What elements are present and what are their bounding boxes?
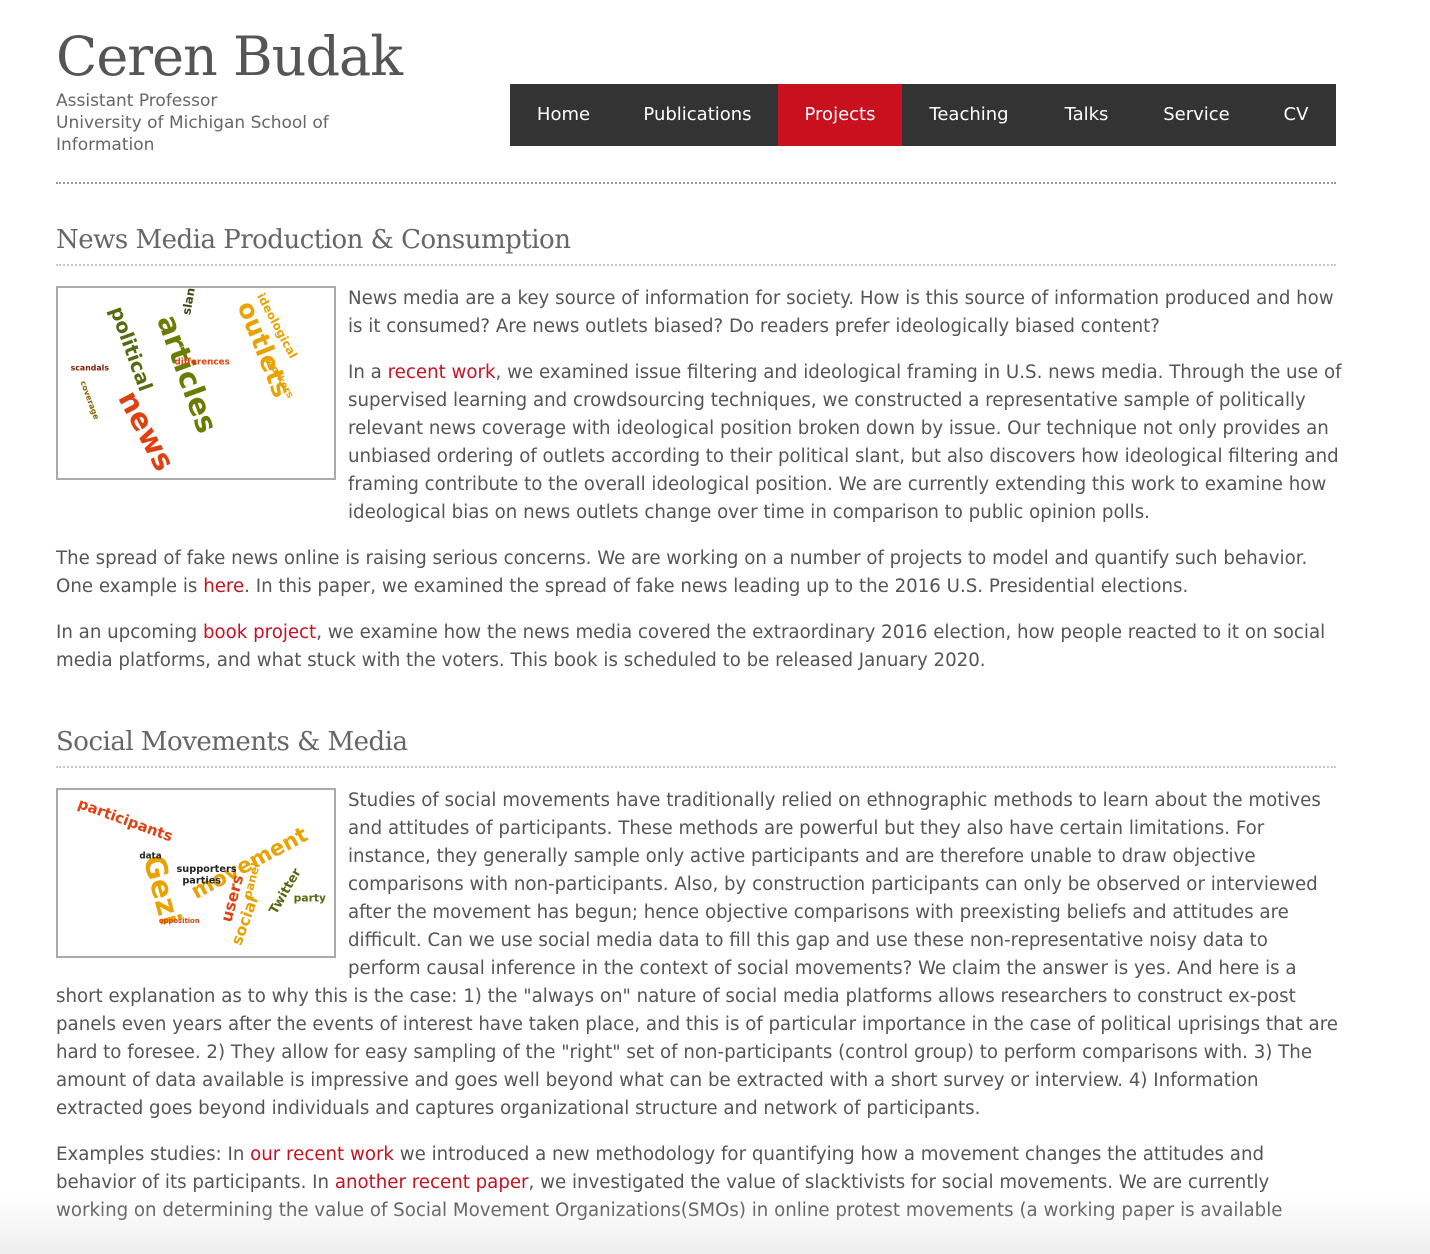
nav-item-publications[interactable]: Publications bbox=[643, 104, 752, 125]
main-nav: Home Publications Projects Teaching Talk… bbox=[510, 84, 1336, 146]
paragraph-text: we introduced a new methodology for quan… bbox=[56, 1144, 1265, 1193]
section-title-news-media: News Media Production & Consumption bbox=[56, 225, 571, 255]
nav-item-service[interactable]: Service bbox=[1163, 104, 1230, 125]
paragraph-text: News media are a key source of informati… bbox=[348, 288, 1334, 337]
our-recent-work-link[interactable]: our recent work bbox=[250, 1144, 394, 1165]
book-project-link[interactable]: book project bbox=[202, 622, 317, 643]
header-divider bbox=[56, 182, 1336, 184]
word-cloud-news-image: political articles outlets ideological n… bbox=[56, 286, 336, 480]
site-subtitle: Assistant Professor University of Michig… bbox=[56, 90, 376, 156]
section-divider bbox=[56, 264, 1336, 266]
cloud-word: parties bbox=[182, 876, 221, 887]
subtitle-line: University of Michigan School of bbox=[56, 113, 329, 133]
here-link[interactable]: here bbox=[203, 576, 245, 597]
nav-item-teaching[interactable]: Teaching bbox=[929, 104, 1009, 125]
site-title[interactable]: Ceren Budak bbox=[56, 25, 403, 88]
paragraph: Studies of social movements have traditi… bbox=[56, 787, 1346, 1123]
nav-item-cv[interactable]: CV bbox=[1283, 104, 1309, 125]
cloud-word: supporters bbox=[176, 864, 236, 875]
recent-work-link[interactable]: recent work bbox=[387, 362, 496, 383]
paragraph-text: Examples studies: In bbox=[56, 1144, 251, 1165]
subtitle-line: Information bbox=[56, 135, 155, 155]
another-recent-paper-link[interactable]: another recent paper bbox=[334, 1172, 529, 1193]
nav-item-projects[interactable]: Projects bbox=[778, 84, 902, 146]
cloud-word: data bbox=[139, 851, 161, 861]
paragraph-text: , we examined issue filtering and ideolo… bbox=[348, 362, 1342, 523]
cloud-word: opposition bbox=[159, 917, 200, 925]
section-divider bbox=[56, 766, 1336, 768]
cloud-word: slant bbox=[179, 288, 199, 316]
nav-item-talks[interactable]: Talks bbox=[1064, 104, 1109, 125]
paragraph-text: In an upcoming bbox=[56, 622, 203, 643]
image-spacer bbox=[56, 787, 348, 983]
section-title-social-movements: Social Movements & Media bbox=[56, 727, 408, 757]
section-news-media-content: News media are a key source of informati… bbox=[56, 285, 1346, 693]
paragraph: In a recent work, we examined issue filt… bbox=[56, 359, 1346, 527]
paragraph: News media are a key source of informati… bbox=[56, 285, 1346, 341]
paragraph: Examples studies: In our recent work we … bbox=[56, 1141, 1346, 1225]
subtitle-line: Assistant Professor bbox=[56, 91, 218, 111]
paragraph-text: In a bbox=[348, 362, 388, 383]
paragraph: The spread of fake news online is raisin… bbox=[56, 545, 1346, 601]
nav-item-home[interactable]: Home bbox=[536, 104, 591, 125]
paragraph-text: . In this paper, we examined the spread … bbox=[244, 576, 1189, 597]
cloud-word: party bbox=[294, 891, 326, 904]
paragraph: In an upcoming book project, we examine … bbox=[56, 619, 1346, 675]
paragraph-text: The spread of fake news online is raisin… bbox=[56, 548, 1308, 597]
image-spacer bbox=[56, 285, 348, 517]
paragraph-text: , we examine how the news media covered … bbox=[56, 622, 1326, 671]
word-cloud-social-image: participants Gezi movement supporters pa… bbox=[56, 788, 336, 958]
cloud-word: scandals bbox=[71, 363, 110, 372]
cloud-word: differences bbox=[174, 357, 229, 367]
section-social-movements-content: Studies of social movements have traditi… bbox=[56, 787, 1346, 1243]
paragraph-text: Studies of social movements have traditi… bbox=[56, 790, 1338, 1119]
